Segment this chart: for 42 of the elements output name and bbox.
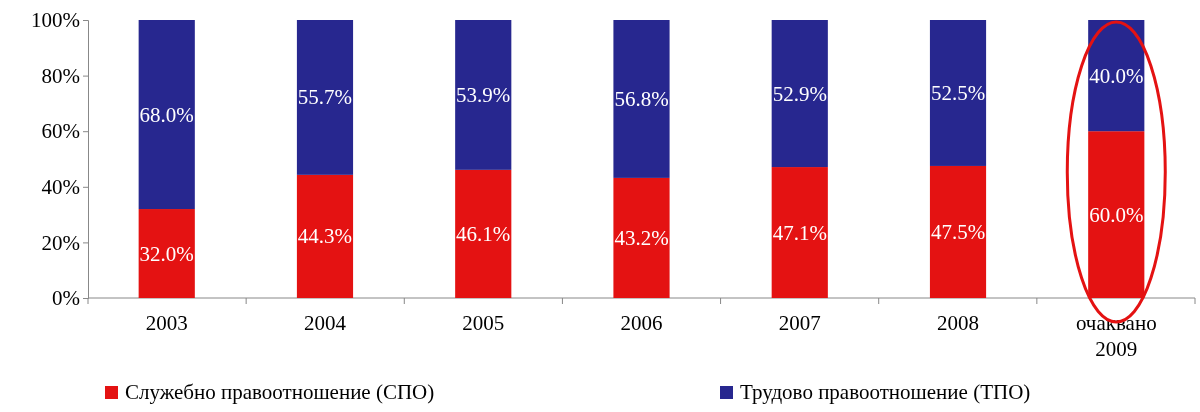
legend-label: Служебно правоотношение (СПО) [125,380,435,404]
data-label: 44.3% [297,224,353,249]
y-tick-label: 0% [52,286,80,311]
data-label: 43.2% [614,225,669,250]
bar [613,177,670,298]
bar [771,20,828,168]
x-tick-label: 2007 [778,311,821,335]
x-tick-label: 2005 [462,311,505,335]
data-label: 56.8% [614,86,669,111]
data-label: 60.0% [1089,202,1144,227]
x-tick-label: 2004 [303,311,347,335]
y-tick-label: 20% [41,230,80,255]
bar [296,174,354,298]
x-tick-label: 2006 [620,311,663,335]
bar [1088,131,1145,298]
bar [455,169,512,298]
bar [929,20,987,166]
data-label: 53.9% [456,82,511,107]
data-label: 52.9% [772,81,827,106]
data-label: 46.1% [456,221,511,246]
data-label: 68.0% [139,102,194,127]
data-label: 40.0% [1089,63,1144,88]
bar [138,20,195,210]
bar [296,20,354,175]
y-tick-label: 40% [41,175,80,200]
legend-label: Трудово правоотношение (ТПО) [740,380,1031,404]
bar [455,20,512,170]
x-tick-label: 2008 [937,311,980,335]
data-label: 32.0% [139,241,194,266]
y-tick-label: 80% [41,63,80,88]
bar [138,209,195,298]
x-tick-label: очаквано 2009 [1075,311,1157,362]
data-label: 47.1% [772,220,827,245]
bar [771,167,828,298]
y-tick-label: 100% [31,8,80,33]
x-tick-label: 2003 [145,311,188,335]
bar [929,165,987,298]
y-tick-label: 60% [41,119,80,144]
bar [613,20,670,178]
data-label: 55.7% [297,85,353,110]
data-label: 52.5% [930,80,986,105]
data-label: 47.5% [930,219,986,244]
